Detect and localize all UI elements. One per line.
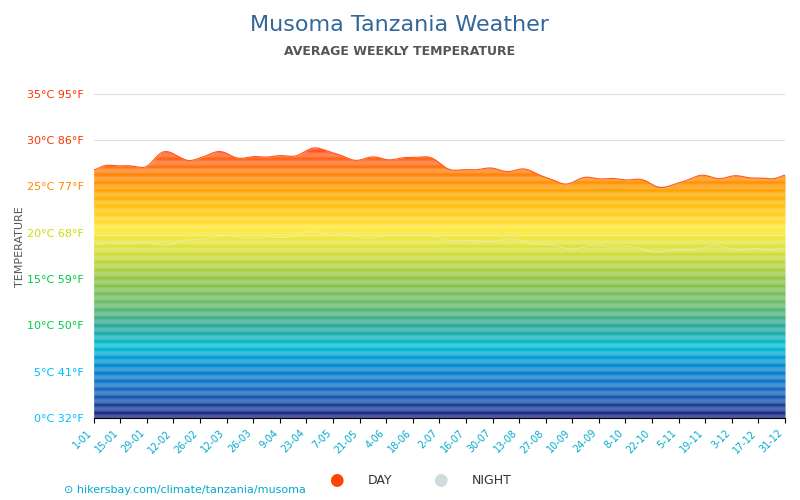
Y-axis label: TEMPERATURE: TEMPERATURE: [15, 206, 25, 287]
Text: ●: ●: [329, 471, 343, 489]
Text: NIGHT: NIGHT: [472, 474, 512, 486]
Text: Musoma Tanzania Weather: Musoma Tanzania Weather: [250, 15, 550, 35]
Text: DAY: DAY: [368, 474, 393, 486]
Text: ⊙ hikersbay.com/climate/tanzania/musoma: ⊙ hikersbay.com/climate/tanzania/musoma: [64, 485, 306, 495]
Text: AVERAGE WEEKLY TEMPERATURE: AVERAGE WEEKLY TEMPERATURE: [285, 45, 515, 58]
Text: ●: ●: [433, 471, 447, 489]
